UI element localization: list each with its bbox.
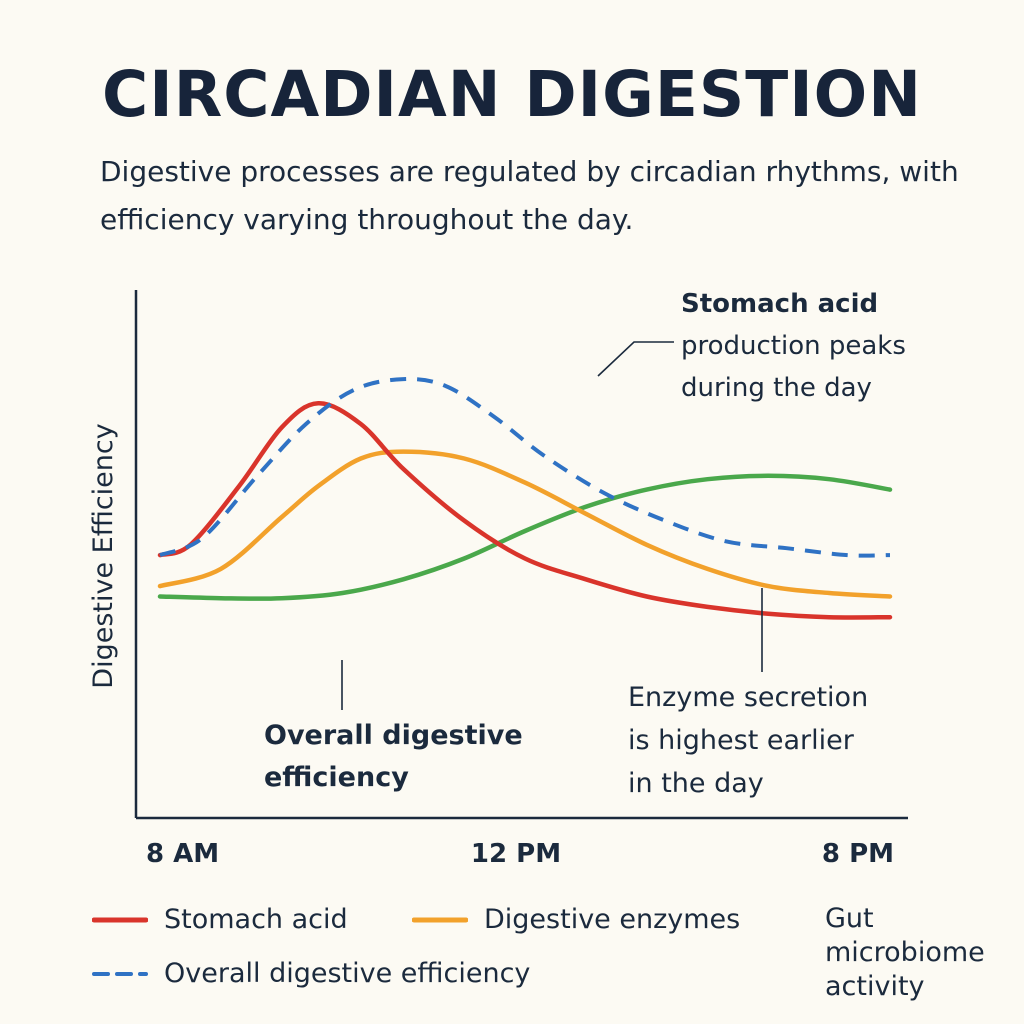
chart-title: CIRCADIAN DIGESTION bbox=[102, 58, 922, 131]
series-group bbox=[157, 376, 893, 620]
annotation-text-acid: during the day bbox=[681, 373, 872, 403]
series-line-overall-digestive-efficiency bbox=[159, 376, 891, 558]
annotation-text-enzyme: is highest earlier bbox=[628, 725, 855, 756]
annotation-text-acid: production peaks bbox=[681, 331, 906, 361]
legend-item-stomach-acid: Stomach acid bbox=[92, 904, 348, 935]
x-tick-label: 8 PM bbox=[822, 839, 894, 869]
legend-swatch-overall-efficiency bbox=[92, 971, 148, 976]
legend-label-stomach-acid: Stomach acid bbox=[164, 904, 348, 935]
series-line-digestive-enzymes bbox=[157, 449, 893, 599]
x-ticks-group: 8 AM 12 PM 8 PM bbox=[146, 839, 894, 869]
legend-swatch-digestive-enzymes bbox=[412, 917, 468, 922]
annotation-leader-acid bbox=[597, 341, 674, 377]
series-line-stomach-acid bbox=[157, 401, 893, 620]
x-tick-label: 12 PM bbox=[471, 839, 561, 869]
legend-item-overall-efficiency: Overall digestive efficiency bbox=[92, 958, 530, 989]
annotation-text-overall: Overall digestive bbox=[264, 720, 523, 751]
x-tick-label: 8 AM bbox=[146, 839, 219, 869]
annotation-text-acid: Stomach acid bbox=[681, 289, 878, 319]
legend-label-overall-efficiency: Overall digestive efficiency bbox=[164, 958, 531, 989]
legend-swatch-stomach-acid bbox=[92, 917, 148, 922]
annotation-text-overall: efficiency bbox=[264, 762, 409, 793]
series-line-gut-microbiome-activity bbox=[157, 473, 893, 601]
legend-label-digestive-enzymes: Digestive enzymes bbox=[484, 904, 741, 935]
annotation-text-enzyme: Enzyme secretion bbox=[628, 682, 868, 713]
axes-group: Digestive Efficiency bbox=[88, 290, 908, 820]
chart-subtitle: Digestive processes are regulated by cir… bbox=[100, 155, 959, 236]
legend-item-digestive-enzymes: Digestive enzymes bbox=[412, 904, 740, 935]
legend-label-gut-microbiome: Gut microbiome activity bbox=[825, 903, 985, 1002]
y-axis-label: Digestive Efficiency bbox=[88, 423, 119, 688]
annotations-group: Stomach acid production peaks during the d… bbox=[264, 289, 906, 799]
annotation-text-enzyme: in the day bbox=[628, 768, 764, 799]
